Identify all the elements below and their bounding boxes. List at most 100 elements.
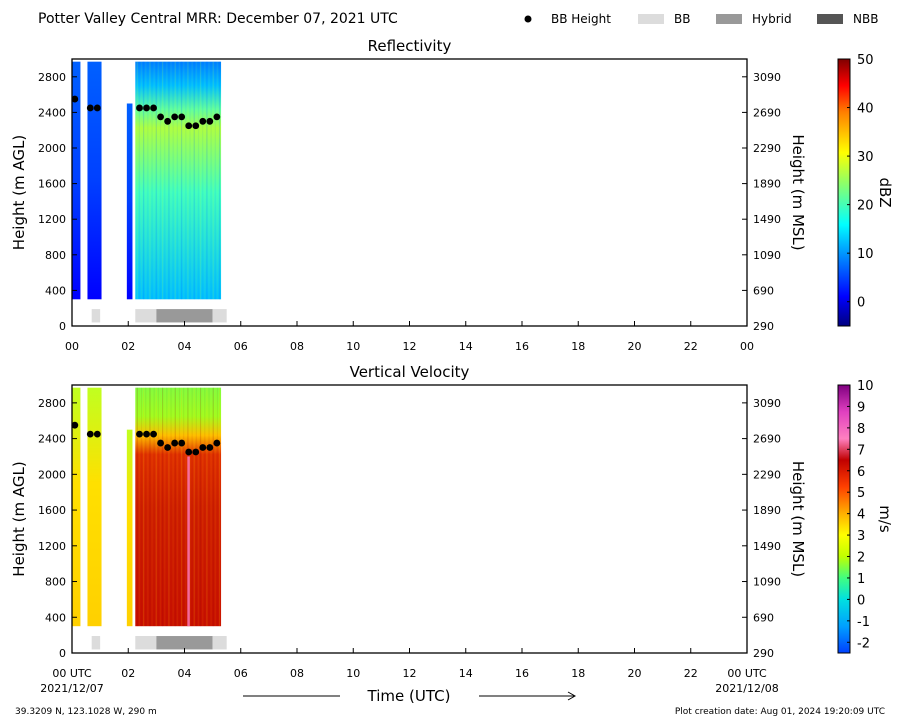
velocity-texture-streak	[166, 387, 168, 627]
reflectivity-texture-streak	[136, 61, 138, 300]
reflectivity-texture-streak	[140, 61, 143, 300]
velocity-texture-streak	[153, 387, 155, 627]
velocity-colorbar-tick-label: -2	[857, 636, 870, 651]
velocity-ytick-label: 800	[45, 576, 66, 589]
velocity-texture-streak	[136, 387, 138, 627]
reflectivity-texture-streak	[162, 61, 164, 300]
velocity-colorbar-tick-label: 0	[857, 593, 865, 608]
velocity-bb-height-point	[143, 430, 150, 438]
velocity-echo-segment	[72, 387, 81, 627]
velocity-colorbar-tick-label: 3	[857, 529, 865, 544]
legend-nbb-label: NBB	[853, 12, 878, 26]
velocity-texture-streak	[155, 387, 157, 627]
velocity-texture-streak	[218, 387, 221, 627]
velocity-xtick-label: 08	[290, 667, 304, 680]
reflectivity-bb-height-point	[93, 104, 101, 112]
velocity-texture-streak	[202, 387, 204, 627]
reflectivity-ytick-label: 2000	[38, 142, 66, 155]
velocity-colorbar-tick-label: 9	[857, 400, 865, 415]
reflectivity-y2tick-label: 2290	[753, 142, 781, 155]
reflectivity-texture-streak	[214, 61, 216, 300]
reflectivity-texture-streak	[151, 61, 153, 300]
reflectivity-texture-streak	[199, 61, 202, 300]
reflectivity-ytick-label: 400	[45, 284, 66, 297]
reflectivity-bb-height-point	[86, 104, 94, 112]
reflectivity-xtick-label: 14	[459, 340, 473, 353]
reflectivity-texture-streak	[159, 61, 162, 300]
reflectivity-bb-height-point	[185, 122, 193, 130]
reflectivity-texture-streak	[185, 61, 187, 300]
reflectivity-texture-streak	[212, 61, 214, 300]
velocity-echo-segment	[87, 387, 102, 627]
velocity-texture-streak	[149, 387, 151, 627]
velocity-echo-segment	[135, 387, 222, 627]
velocity-panel: Vertical Velocity04008001200160020002400…	[10, 363, 894, 680]
reflectivity-xtick-label: 10	[346, 340, 360, 353]
reflectivity-colorbar-tick-label: 10	[857, 247, 874, 262]
velocity-ytick-label: 0	[59, 647, 66, 660]
reflectivity-xtick-label: 20	[628, 340, 642, 353]
reflectivity-texture-streak	[168, 61, 170, 300]
reflectivity-y2tick-label: 1890	[753, 178, 781, 191]
reflectivity-colorbar-tick-label: 30	[857, 150, 874, 165]
reflectivity-xtick-label: 16	[515, 340, 529, 353]
velocity-xtick-label: 18	[571, 667, 585, 680]
velocity-texture-streak	[199, 387, 202, 627]
panels: Reflectivity0400800120016002000240028002…	[10, 37, 894, 680]
velocity-class-bb	[135, 636, 157, 650]
reflectivity-texture-streak	[174, 61, 176, 300]
velocity-xtick-label: 02	[121, 667, 135, 680]
velocity-bb-height-point	[178, 439, 186, 447]
reflectivity-xtick-label: 22	[684, 340, 698, 353]
velocity-ytick-label: 2000	[38, 468, 66, 481]
velocity-ylabel: Height (m AGL)	[10, 461, 28, 576]
legend-bb-height-marker	[524, 15, 532, 23]
velocity-texture-streak	[214, 387, 216, 627]
velocity-colorbar-tick-label: 5	[857, 486, 865, 501]
reflectivity-title: Reflectivity	[368, 37, 452, 55]
legend: BB Height BB Hybrid NBB	[524, 12, 878, 26]
velocity-ytick-label: 400	[45, 611, 66, 624]
velocity-texture-streak	[183, 387, 185, 627]
reflectivity-y2tick-label: 2690	[753, 106, 781, 119]
velocity-bb-height-point	[86, 430, 94, 438]
location-footer: 39.3209 N, 123.1028 W, 290 m	[15, 707, 157, 717]
velocity-texture-streak	[216, 387, 219, 627]
legend-nbb-swatch	[817, 14, 843, 24]
reflectivity-texture-streak	[218, 61, 221, 300]
reflectivity-xtick-label: 18	[571, 340, 585, 353]
velocity-texture-streak	[157, 387, 159, 627]
figure-title: Potter Valley Central MRR: December 07, …	[38, 11, 398, 27]
reflectivity-xtick-label: 04	[178, 340, 192, 353]
reflectivity-bb-height-point	[171, 113, 179, 121]
velocity-texture-streak	[178, 387, 181, 627]
velocity-texture-streak	[189, 387, 191, 627]
velocity-bb-height-point	[164, 444, 172, 451]
velocity-xtick-label: 12	[403, 667, 417, 680]
velocity-y2tick-label: 2290	[753, 468, 781, 481]
reflectivity-y2tick-label: 290	[753, 320, 774, 333]
velocity-colorbar-tick-label: -1	[857, 615, 870, 630]
velocity-texture-streak	[138, 387, 140, 627]
x-axis-arrow-head	[567, 691, 577, 701]
reflectivity-ytick-label: 2400	[38, 106, 66, 119]
reflectivity-texture-streak	[216, 61, 219, 300]
velocity-texture-streak	[180, 387, 183, 627]
reflectivity-xtick-label: 00	[740, 340, 754, 353]
velocity-xtick-label: 10	[346, 667, 360, 680]
reflectivity-bb-height-point	[206, 117, 214, 125]
velocity-colorbar: -2 -1 0 1 2 3 4 5 6 7 8 9 10 m/s	[837, 379, 894, 654]
velocity-class-bb	[91, 636, 101, 650]
velocity-class-bb	[212, 636, 227, 650]
reflectivity-colorbar-label: dBZ	[876, 177, 894, 207]
velocity-pink-streak	[187, 456, 190, 627]
velocity-texture-streak	[151, 387, 153, 627]
reflectivity-class-bb	[91, 309, 101, 323]
velocity-texture-streak	[159, 387, 162, 627]
reflectivity-texture-streak	[193, 61, 195, 300]
reflectivity-bb-height-point	[164, 117, 172, 125]
reflectivity-ytick-label: 2800	[38, 71, 66, 84]
velocity-texture-streak	[143, 387, 145, 627]
reflectivity-texture-streak	[170, 61, 172, 300]
reflectivity-texture-streak	[147, 61, 149, 300]
